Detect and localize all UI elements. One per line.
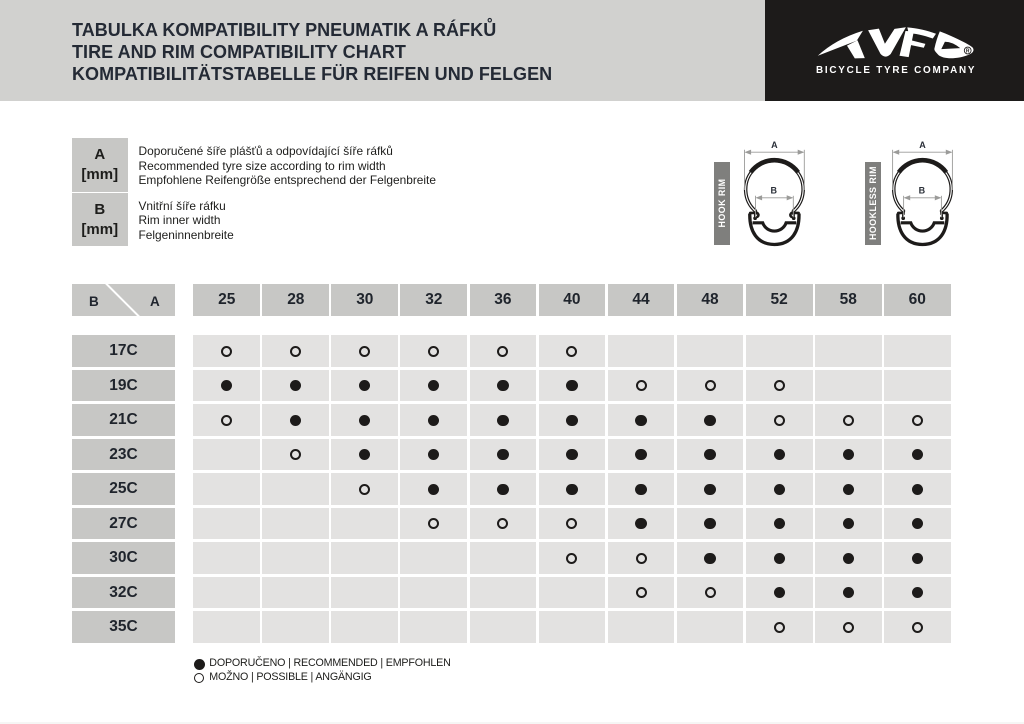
svg-text:A: A: [150, 294, 160, 309]
svg-text:R: R: [966, 49, 970, 55]
svg-text:B: B: [919, 185, 926, 195]
svg-text:BICYCLE TYRE COMPANY: BICYCLE TYRE COMPANY: [816, 65, 975, 76]
svg-text:B: B: [771, 185, 778, 195]
svg-text:B: B: [89, 294, 99, 309]
svg-text:A: A: [919, 140, 926, 150]
svg-text:A: A: [771, 140, 778, 150]
